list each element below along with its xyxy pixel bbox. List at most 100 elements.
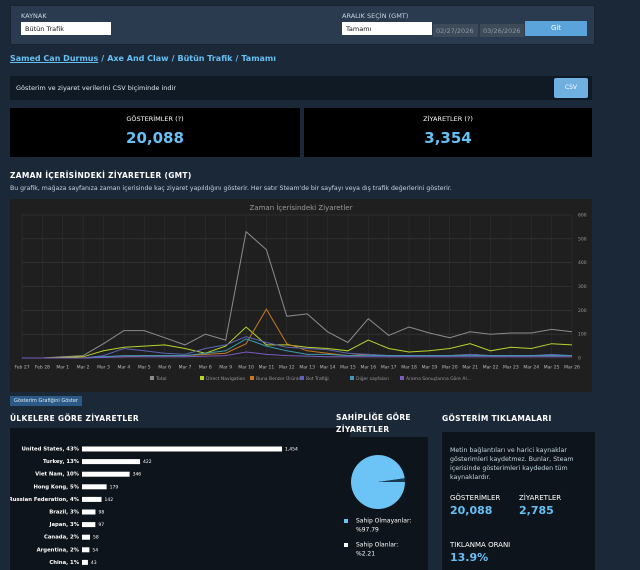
bar bbox=[82, 559, 88, 565]
stat-box: ZİYARETLER (?) 3,354 bbox=[304, 108, 592, 157]
x-tick-label: Mar 1 bbox=[56, 365, 69, 371]
source-select[interactable]: Bütün Trafik bbox=[21, 22, 111, 35]
value-label: 98 bbox=[98, 510, 104, 516]
go-button[interactable]: Git bbox=[525, 21, 587, 36]
x-tick-label: Mar 16 bbox=[360, 365, 376, 371]
stat-value: 20,088 bbox=[126, 129, 184, 147]
legend-value: %2.21 bbox=[356, 551, 375, 558]
y-tick-label: 300 bbox=[578, 284, 587, 290]
legend-label: Bot Trafiği bbox=[306, 375, 329, 382]
series-line bbox=[22, 326, 573, 359]
x-tick-label: Mar 2 bbox=[77, 365, 90, 371]
x-tick-label: Mar 22 bbox=[483, 365, 499, 371]
legend-swatch bbox=[300, 376, 304, 380]
breadcrumb-link[interactable]: Samed Can Durmus bbox=[10, 54, 99, 63]
chart-background bbox=[10, 199, 592, 392]
x-tick-label: Mar 8 bbox=[199, 365, 212, 371]
x-tick-label: Mar 21 bbox=[462, 365, 478, 371]
bar bbox=[82, 509, 96, 515]
bar bbox=[82, 446, 282, 452]
breadcrumb-separator: / bbox=[235, 54, 239, 63]
breadcrumb-separator: / bbox=[171, 54, 175, 63]
category-label: Canada, 2% bbox=[44, 535, 80, 541]
y-tick-label: 0 bbox=[578, 356, 581, 362]
category-label: Hong Kong, 5% bbox=[33, 484, 79, 490]
ctr-value: 13.9% bbox=[450, 551, 489, 564]
x-tick-label: Mar 23 bbox=[503, 365, 519, 371]
series-line bbox=[22, 336, 573, 359]
legend-swatch bbox=[344, 543, 348, 547]
x-tick-label: Mar 4 bbox=[117, 365, 130, 371]
ownership-title: SAHİPLİĞE GÖRE ZİYARETLER bbox=[336, 413, 411, 434]
value-label: 346 bbox=[133, 472, 142, 478]
filter-bar: KAYNAK Bütün Trafik ARALIK SEÇİN (GMT) T… bbox=[10, 5, 595, 45]
legend-label: Sahip Olanlar: bbox=[356, 542, 398, 549]
bar bbox=[82, 471, 130, 477]
series-line bbox=[22, 338, 572, 359]
bar bbox=[82, 484, 107, 490]
show-impressions-button[interactable]: Gösterim Grafiğini Göster bbox=[10, 396, 82, 406]
x-tick-label: Mar 25 bbox=[544, 365, 560, 371]
legend-label: Direct Navigation bbox=[206, 376, 245, 382]
impressions-value: 20,088 bbox=[450, 504, 493, 517]
category-label: Russian Federation, 4% bbox=[10, 497, 80, 503]
end-date[interactable]: 03/26/2026 bbox=[480, 24, 524, 37]
range-label: ARALIK SEÇİN (GMT) bbox=[342, 12, 409, 20]
pie-chart: Sahip Olmayanlar: %97.79 Sahip Olanlar: %2.… bbox=[336, 437, 428, 570]
value-label: 422 bbox=[143, 459, 152, 465]
clicks-title: GÖSTERİM TIKLAMALARI bbox=[442, 414, 552, 423]
value-label: 1,454 bbox=[285, 447, 298, 453]
bar bbox=[82, 496, 102, 502]
category-label: Viet Nam, 10% bbox=[35, 472, 80, 478]
y-tick-label: 400 bbox=[578, 260, 587, 266]
chart-title: Zaman İçerisindeki Ziyaretler bbox=[250, 203, 353, 212]
category-label: China, 1% bbox=[49, 560, 79, 566]
csv-text: Gösterim ve ziyaret verilerini CSV biçim… bbox=[16, 84, 176, 92]
category-label: Turkey, 13% bbox=[43, 459, 80, 465]
y-tick-label: 200 bbox=[578, 308, 587, 314]
value-label: 58 bbox=[93, 535, 99, 541]
visits-value: 2,785 bbox=[519, 504, 554, 517]
legend-value: %97.79 bbox=[356, 527, 379, 534]
range-select[interactable]: Tamamı bbox=[342, 22, 432, 35]
x-tick-label: Mar 26 bbox=[564, 365, 580, 371]
x-tick-label: Mar 5 bbox=[138, 365, 151, 371]
pie-slice bbox=[378, 478, 405, 482]
start-date[interactable]: 02/27/2026 bbox=[433, 24, 478, 37]
legend-swatch bbox=[350, 376, 354, 380]
legend-label: Arama Sonuçlarına Göre Al... bbox=[406, 376, 471, 382]
x-tick-label: Mar 18 bbox=[401, 365, 417, 371]
x-tick-label: Mar 12 bbox=[279, 365, 295, 371]
value-label: 179 bbox=[110, 484, 119, 490]
pie-slice bbox=[351, 454, 405, 509]
csv-bar: Gösterim ve ziyaret verilerini CSV biçim… bbox=[10, 76, 592, 100]
breadcrumb-separator: / bbox=[101, 54, 105, 63]
breadcrumb-link[interactable]: Axe And Claw bbox=[107, 54, 169, 63]
stat-value: 3,354 bbox=[424, 129, 472, 147]
y-tick-label: 500 bbox=[578, 236, 587, 242]
category-label: Japan, 3% bbox=[48, 522, 79, 528]
x-tick-label: Mar 6 bbox=[158, 365, 171, 371]
breadcrumb-link[interactable]: Bütün Trafik bbox=[177, 54, 233, 63]
x-tick-label: Mar 14 bbox=[320, 365, 336, 371]
x-tick-label: Mar 24 bbox=[523, 365, 539, 371]
breadcrumb-link[interactable]: Tamamı bbox=[241, 54, 277, 63]
csv-button[interactable]: CSV bbox=[554, 78, 588, 98]
line-chart: Zaman İçerisindeki Ziyaretler 0 100 200 300… bbox=[10, 199, 592, 392]
countries-title: ÜLKELERE GÖRE ZİYARETLER bbox=[10, 414, 139, 423]
category-label: Brazil, 3% bbox=[49, 510, 79, 516]
section-description: Bu grafik, mağaza sayfanıza zaman içeris… bbox=[10, 185, 452, 192]
impressions-label: GÖSTERİMLER bbox=[450, 494, 501, 502]
breadcrumb: Samed Can Durmus / Axe And Claw / Bütün Traf… bbox=[10, 54, 276, 63]
legend-swatch bbox=[250, 376, 254, 380]
series-line bbox=[22, 230, 573, 359]
legend-swatch bbox=[400, 376, 404, 380]
x-tick-label: Mar 13 bbox=[299, 365, 315, 371]
value-label: 142 bbox=[105, 497, 114, 503]
value-label: 43 bbox=[91, 560, 97, 566]
bar bbox=[82, 522, 96, 528]
legend-label: Sahip Olmayanlar: bbox=[356, 518, 411, 525]
legend-label: Diğer sayfaları bbox=[356, 375, 389, 382]
x-tick-label: Mar 10 bbox=[238, 365, 254, 371]
